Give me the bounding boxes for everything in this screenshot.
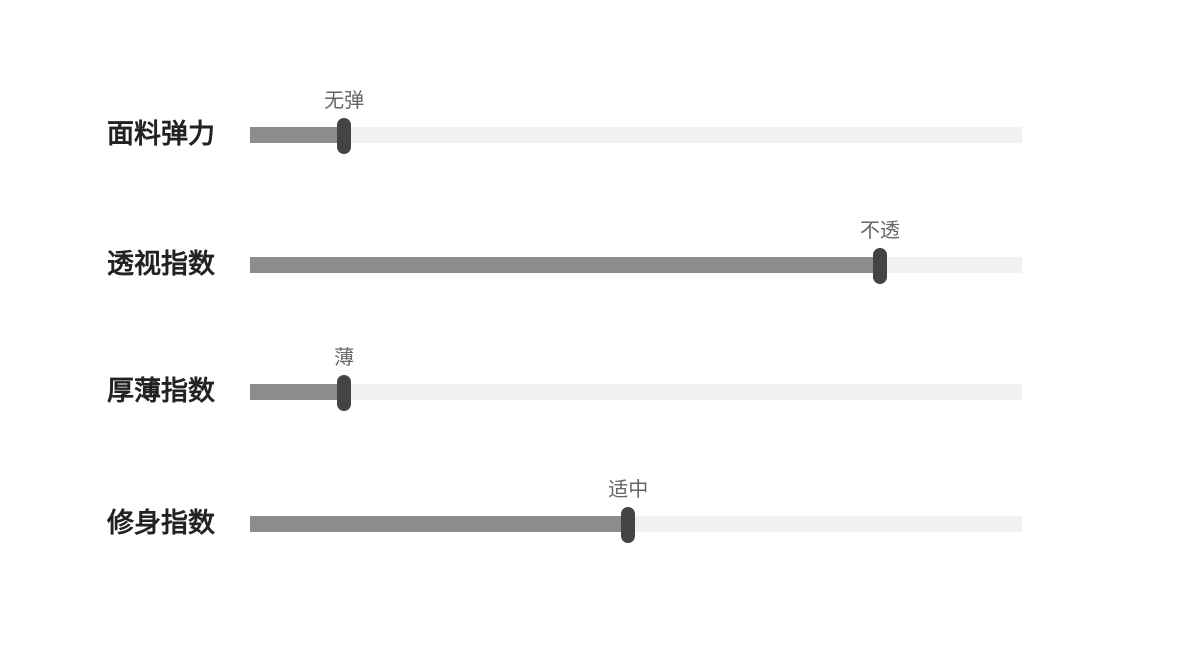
- slider-value-label: 无弹: [324, 88, 365, 112]
- transparency-slider[interactable]: 不透: [250, 218, 1022, 284]
- slider-label: 面料弹力: [107, 119, 215, 150]
- slider-handle[interactable]: [872, 248, 887, 284]
- slider-fill: [250, 257, 880, 273]
- slider-value-label: 不透: [859, 218, 900, 242]
- slider-handle[interactable]: [337, 375, 352, 411]
- slider-fill: [250, 127, 345, 143]
- slider-label: 厚薄指数: [107, 376, 215, 407]
- slider-row-transparency: 透视指数 不透: [0, 218, 1200, 307]
- slider-fill: [250, 516, 629, 532]
- slider-row-fit: 修身指数 适中: [0, 477, 1200, 566]
- slider-value-label: 适中: [608, 477, 649, 501]
- slider-fill: [250, 384, 345, 400]
- slider-label: 透视指数: [107, 249, 215, 280]
- thickness-slider[interactable]: 薄: [250, 345, 1022, 411]
- fit-slider[interactable]: 适中: [250, 477, 1022, 543]
- slider-handle[interactable]: [337, 118, 352, 154]
- elasticity-slider[interactable]: 无弹: [250, 88, 1022, 154]
- slider-row-thickness: 厚薄指数 薄: [0, 345, 1200, 434]
- slider-handle[interactable]: [621, 507, 636, 543]
- slider-value-label: 薄: [334, 345, 355, 369]
- slider-label: 修身指数: [107, 508, 215, 539]
- slider-row-elasticity: 面料弹力 无弹: [0, 88, 1200, 177]
